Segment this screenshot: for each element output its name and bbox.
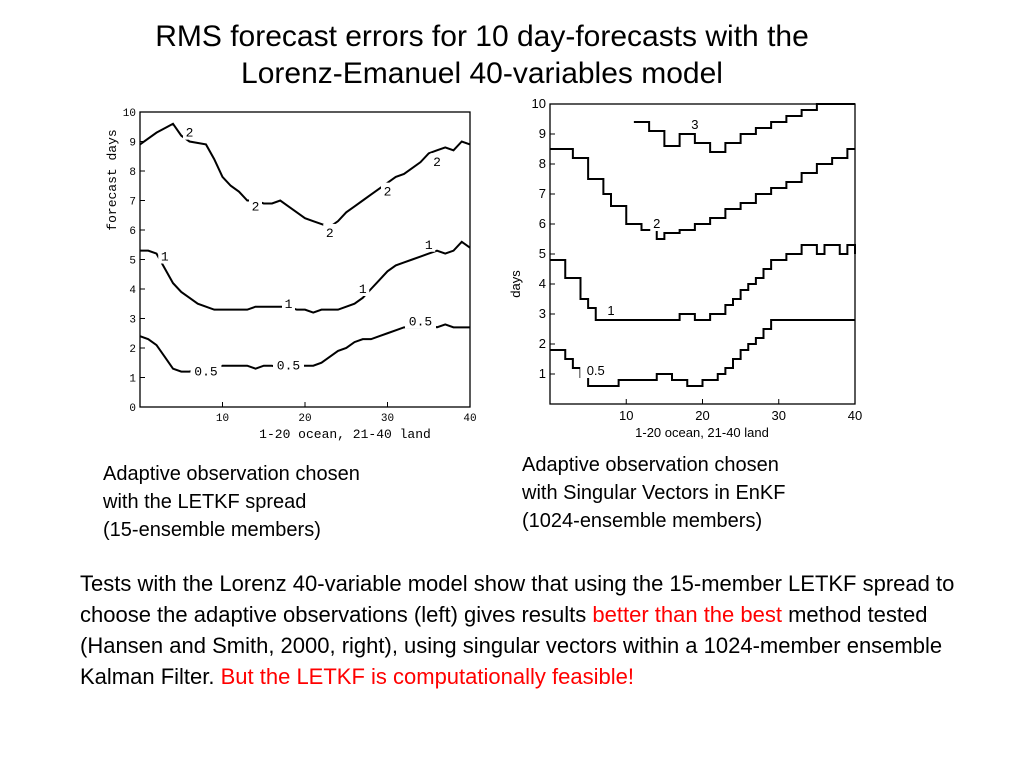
series-label-bg [356, 280, 370, 296]
series-label-2: 2 [326, 226, 334, 241]
y-tick-label: 6 [129, 226, 136, 238]
y-tick-label: 6 [539, 216, 546, 231]
series-label-1: 1 [359, 282, 367, 297]
y-tick-label: 10 [532, 96, 546, 111]
y-tick-label: 4 [539, 276, 546, 291]
series-label-3: 3 [691, 117, 698, 132]
series-label-1: 1 [285, 297, 293, 312]
series-label-bg [323, 223, 337, 240]
y-tick-label: 4 [129, 285, 136, 297]
y-tick-label: 2 [539, 336, 546, 351]
x-tick-label: 30 [772, 408, 786, 423]
series-line-3 [633, 103, 855, 153]
series-label-bg [430, 153, 444, 170]
series-line-1 [550, 244, 856, 321]
plot-frame [139, 111, 471, 408]
plot-frame [549, 103, 856, 405]
series-label-bg [405, 312, 436, 329]
x-tick-label: 40 [463, 413, 476, 425]
y-axis-label: days [508, 270, 523, 298]
x-tick-label: 10 [619, 408, 633, 423]
x-tick-label: 40 [848, 408, 862, 423]
slide-title-line2: Lorenz-Emanuel 40-variables model [241, 57, 723, 90]
x-tick-label: 30 [381, 413, 394, 425]
y-tick-label: 9 [129, 138, 136, 150]
summary-highlight-better: better than the best [592, 602, 782, 627]
y-tick-label: 3 [129, 315, 136, 327]
y-tick-label: 2 [129, 344, 136, 356]
y-tick-label: 10 [123, 108, 136, 120]
summary-highlight-feasible: But the LETKF is computationally feasibl… [220, 664, 634, 689]
series-label-bg [282, 294, 295, 311]
series-label-bg [249, 197, 262, 214]
series-label-bg [273, 356, 304, 373]
caption-right: Adaptive observation chosen with Singula… [522, 451, 922, 535]
series-line-0-5 [139, 323, 470, 373]
y-tick-label: 8 [129, 167, 136, 179]
series-label-bg [183, 123, 196, 140]
series-label-bg [604, 302, 618, 318]
series-label-bg [688, 116, 702, 132]
caption-left-line3: (15-ensemble members) [103, 519, 321, 541]
series-label-bg [381, 182, 394, 199]
caption-right-line1: Adaptive observation chosen [522, 454, 779, 476]
series-label-1: 1 [607, 303, 614, 318]
summary-text-2: method tested (Hansen and Smith, 2000, r… [80, 602, 943, 689]
y-tick-label: 5 [129, 256, 136, 268]
y-tick-label: 1 [539, 366, 546, 381]
slide-title-line1: RMS forecast errors for 10 day-forecasts… [155, 20, 809, 53]
caption-left-line2: with the LETKF spread [103, 491, 307, 513]
series-label-2: 2 [252, 199, 260, 214]
series-label-bg [158, 247, 172, 264]
series-label-2: 2 [653, 216, 660, 231]
summary-text-1: Tests with the Lorenz 40-variable model … [80, 571, 955, 627]
series-label-0-5: 0.5 [277, 359, 300, 374]
y-tick-label: 7 [129, 197, 136, 209]
y-tick-label: 7 [539, 186, 546, 201]
series-label-0-5: 0.5 [409, 314, 432, 329]
y-tick-label: 1 [129, 374, 136, 386]
y-tick-label: 3 [539, 306, 546, 321]
slide-title: RMS forecast errors for 10 day-forecasts… [0, 18, 964, 92]
letkf-chart: 0 1 2 3 4 5 6 7 8 9 10 10 20 30 40 1-20 ocean, 21-40 la… [105, 108, 477, 442]
singular-vector-chart: 1 2 3 4 5 6 7 8 9 10 10 20 30 40 1-20 ocean, 21-40 lan… [508, 96, 862, 440]
summary-paragraph: Tests with the Lorenz 40-variable model … [80, 568, 960, 692]
series-label-1: 1 [161, 250, 169, 265]
caption-left: Adaptive observation chosen with the LET… [103, 460, 503, 544]
y-axis-label: forecast days [105, 129, 120, 230]
x-axis-label: 1-20 ocean, 21-40 land [635, 425, 769, 440]
x-axis-label: 1-20 ocean, 21-40 land [259, 427, 431, 442]
series-line-1 [140, 240, 471, 314]
series-label-2: 2 [186, 126, 194, 141]
y-tick-label: 9 [539, 126, 546, 141]
series-label-0-5: 0.5 [194, 365, 217, 380]
series-label-bg [650, 215, 664, 231]
x-tick-label: 20 [695, 408, 709, 423]
series-label-2: 2 [433, 155, 441, 170]
caption-right-line3: (1024-ensemble members) [522, 510, 763, 532]
y-tick-label: 0 [129, 403, 136, 415]
series-label-bg [190, 362, 222, 379]
y-tick-label: 8 [539, 156, 546, 171]
series-label-1: 1 [425, 238, 433, 253]
x-tick-label: 20 [298, 413, 311, 425]
caption-left-line1: Adaptive observation chosen [103, 463, 360, 485]
series-line-2 [139, 122, 471, 229]
series-label-bg [422, 235, 436, 252]
series-line-0-5 [550, 319, 855, 387]
series-label-bg [580, 362, 612, 378]
series-label-2: 2 [384, 185, 392, 200]
x-tick-label: 10 [216, 413, 229, 425]
series-line-2 [550, 148, 855, 240]
series-label-0-5: 0.5 [587, 363, 605, 378]
y-tick-label: 5 [539, 246, 546, 261]
caption-right-line2: with Singular Vectors in EnKF [522, 482, 786, 504]
